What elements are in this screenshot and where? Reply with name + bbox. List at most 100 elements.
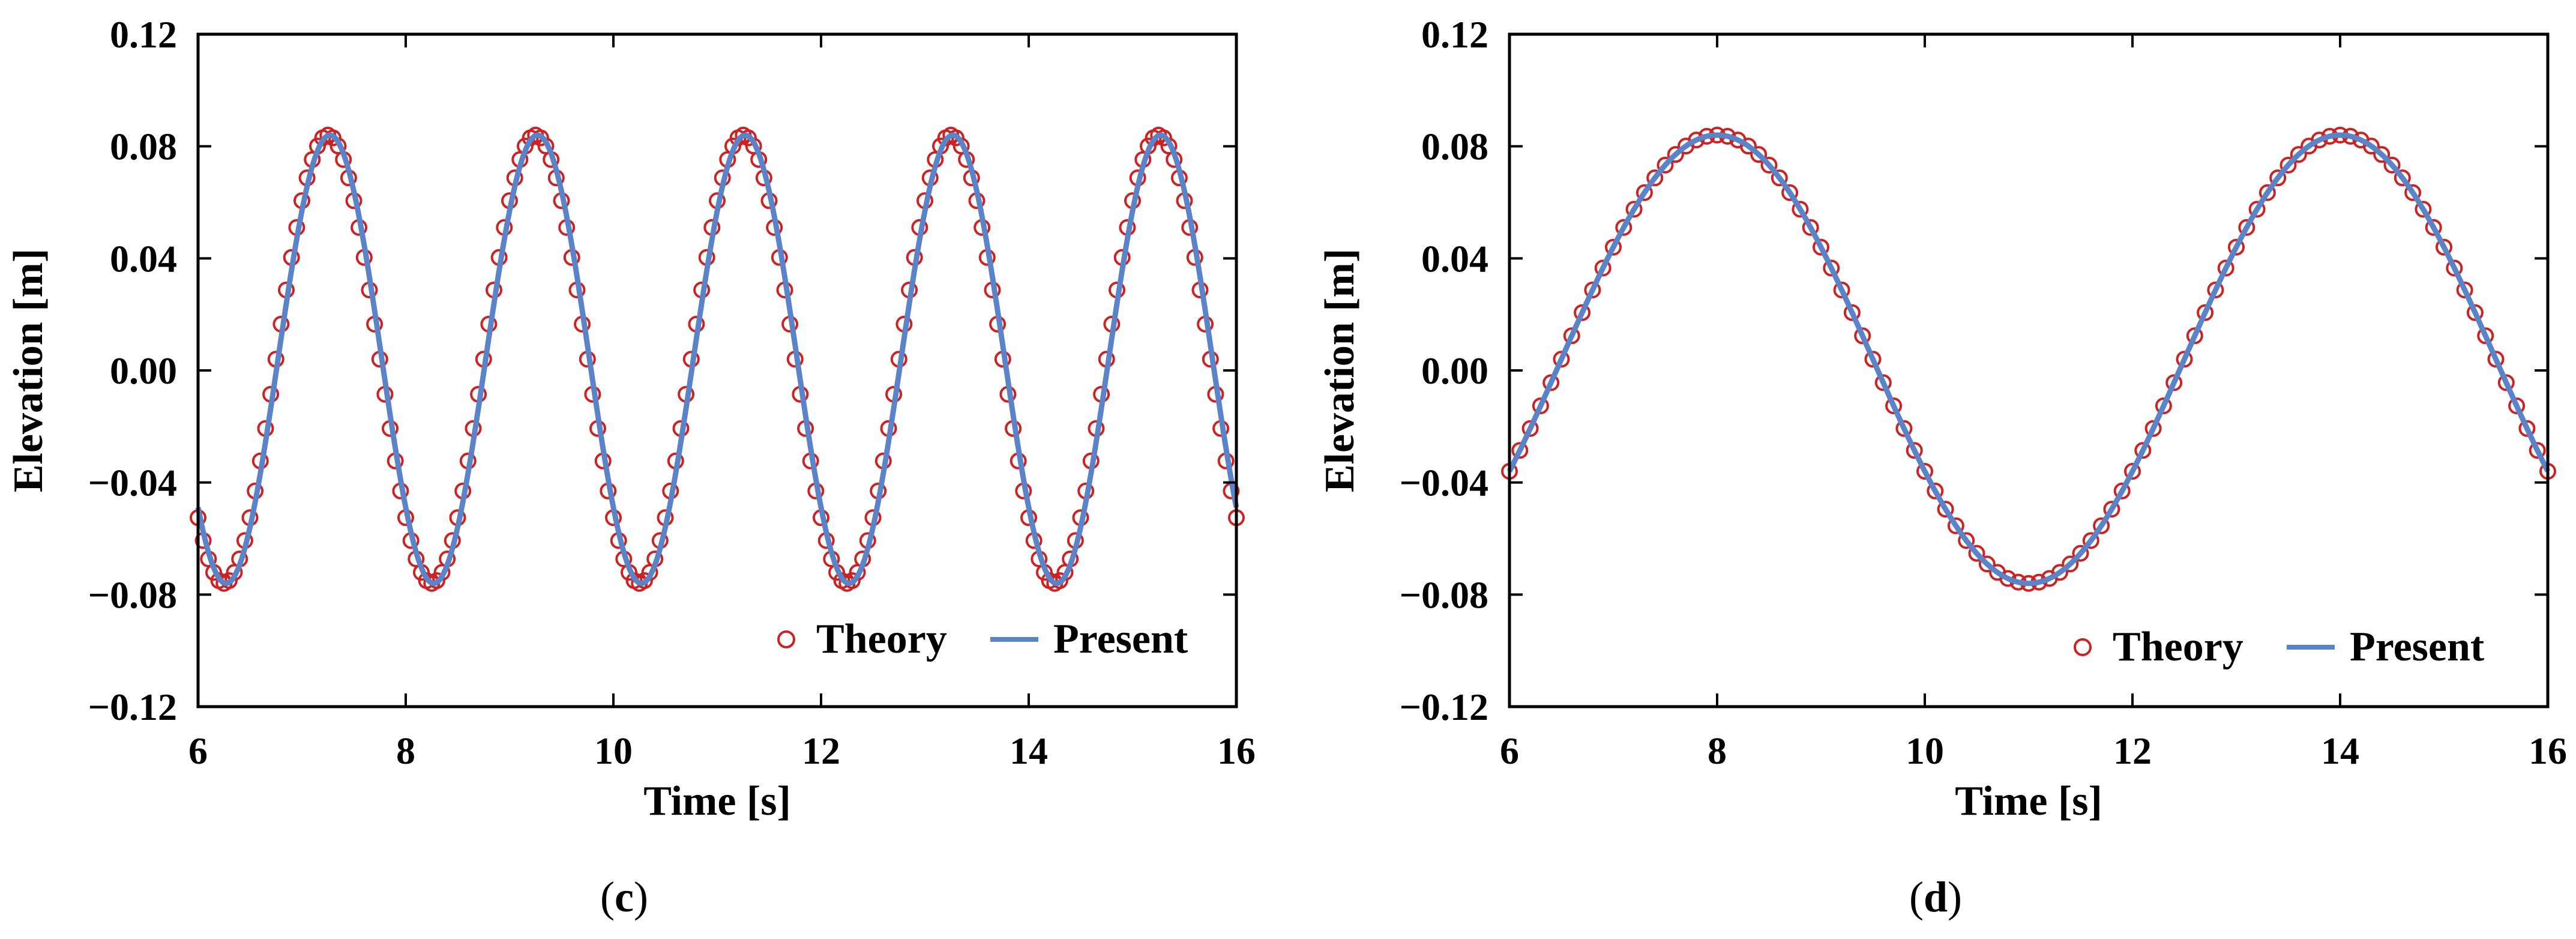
theory-point <box>2238 219 2256 236</box>
legend-theory-marker-d <box>2074 638 2092 656</box>
theory-point <box>1906 442 1923 459</box>
panel-d: 0.12 0.08 0.04 0.00 −0.04 −0.08 −0.12 6 … <box>1317 13 2567 921</box>
legend-theory-label-c: Theory <box>816 616 947 662</box>
xtick-label: 8 <box>1708 729 1727 772</box>
theory-point <box>1553 351 1570 368</box>
theory-point <box>1864 351 1882 368</box>
caption-close-paren: ) <box>1948 873 1962 921</box>
xtick-label: 16 <box>1217 729 1256 772</box>
caption-letter: d <box>1924 873 1948 921</box>
theory-point <box>1968 545 1985 562</box>
theory-point <box>2362 137 2380 155</box>
theory-point <box>1937 501 1954 518</box>
legend-present-label-c: Present <box>1053 616 1188 662</box>
theory-point <box>2415 201 2432 218</box>
theory-point <box>1771 169 1788 187</box>
legend-theory-label-d: Theory <box>2113 624 2243 670</box>
theory-point <box>2155 397 2172 414</box>
theory-point <box>2072 545 2089 562</box>
theory-point <box>2217 259 2234 277</box>
caption-c: (c) <box>600 873 648 921</box>
ytick-label: 0.08 <box>110 125 177 168</box>
theory-point <box>1521 420 1539 437</box>
theory-point <box>1625 201 1643 218</box>
xtick-label: 8 <box>396 729 415 772</box>
ytick-label: 0.08 <box>1421 125 1488 168</box>
theory-point <box>2508 397 2526 414</box>
theory-point <box>1813 238 1829 256</box>
xtick-label: 10 <box>594 729 633 772</box>
theory-point <box>2280 157 2297 174</box>
theory-point <box>2529 442 2546 459</box>
theory-point <box>1594 259 1612 277</box>
theory-point <box>2518 420 2536 437</box>
theory-point <box>2134 442 2152 459</box>
theory-point <box>1843 304 1861 321</box>
theory-point <box>2186 327 2203 345</box>
theory-point <box>2269 169 2287 187</box>
caption-open-paren: ( <box>1909 873 1924 921</box>
theory-point <box>2165 374 2183 391</box>
xtick-label: 14 <box>1010 729 1048 772</box>
caption-letter: c <box>615 873 634 921</box>
ytick-label: 0.00 <box>110 349 177 392</box>
theory-point <box>2082 532 2099 549</box>
ytick-label: −0.04 <box>88 462 177 504</box>
ytick-label: −0.08 <box>1400 573 1488 616</box>
ytick-label: 0.00 <box>1421 349 1488 392</box>
theory-point <box>1823 259 1840 277</box>
theory-point <box>1605 238 1622 256</box>
xtick-label: 12 <box>802 729 840 772</box>
xtick-label: 12 <box>2113 729 2152 772</box>
theory-point <box>2197 304 2214 321</box>
theory-point <box>1646 169 1664 187</box>
theory-point <box>2497 374 2515 391</box>
ticks-d <box>1508 33 2549 708</box>
ytick-label: −0.08 <box>88 573 177 616</box>
theory-point <box>1574 304 1591 321</box>
theory-point <box>1657 157 1674 174</box>
ytick-label: −0.12 <box>1400 686 1488 728</box>
xtick-label: 16 <box>2529 729 2567 772</box>
theory-point <box>2477 327 2494 345</box>
ticks-c <box>197 33 1238 708</box>
theory-point <box>1802 219 1819 236</box>
theory-point <box>2144 420 2162 437</box>
theory-point <box>2373 146 2391 163</box>
present-line-d <box>1506 132 2551 587</box>
theory-point <box>1511 442 1529 459</box>
theory-point <box>1563 327 1580 345</box>
theory-point <box>1532 397 1549 414</box>
theory-point <box>1760 157 1778 174</box>
y-axis-label-d: Elevation [m] <box>1317 249 1363 492</box>
theory-point <box>1854 327 1871 345</box>
theory-point <box>1958 532 1975 549</box>
theory-point <box>2124 463 2141 480</box>
theory-point <box>1781 184 1799 201</box>
theory-point <box>1916 463 1933 480</box>
theory-point <box>2466 304 2484 321</box>
xtick-label: 10 <box>1906 729 1944 772</box>
x-axis-label-c: Time [s] <box>643 778 791 824</box>
theory-point <box>1895 420 1913 437</box>
theory-point <box>2404 184 2422 201</box>
theory-point <box>2394 169 2411 187</box>
theory-point <box>2436 238 2452 256</box>
theory-point <box>2487 351 2505 368</box>
theory-point <box>1947 517 1964 534</box>
theory-series-c <box>190 127 1245 592</box>
legend-present-label-d: Present <box>2350 624 2484 670</box>
plot-frame-d <box>1508 32 2550 708</box>
theory-series-d <box>1501 127 2556 592</box>
panel-c: 0.12 0.08 0.04 0.00 −0.04 −0.08 −0.12 6 … <box>5 13 1256 921</box>
theory-point <box>2113 482 2131 500</box>
theory-point <box>2103 501 2120 518</box>
theory-point <box>1542 374 1560 391</box>
theory-point <box>1615 219 1633 236</box>
theory-point <box>1978 555 1996 573</box>
theory-point <box>2093 517 2110 534</box>
theory-point <box>2228 238 2245 256</box>
theory-point <box>1636 184 1653 201</box>
